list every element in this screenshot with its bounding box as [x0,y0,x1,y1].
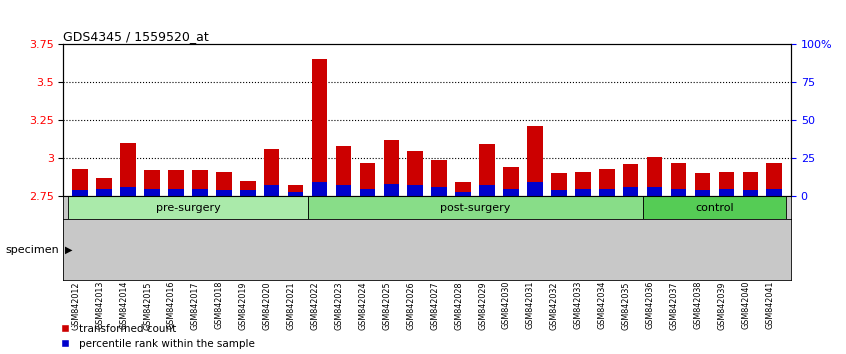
Bar [480,144,495,196]
Bar [96,189,112,196]
Bar [288,185,304,196]
Bar [575,172,591,196]
Bar [192,189,207,196]
Bar [69,196,308,219]
Bar [383,184,399,196]
Text: specimen: specimen [5,245,59,255]
Bar [144,189,160,196]
Bar [599,189,614,196]
Bar [264,185,279,196]
Bar [551,173,567,196]
Bar [455,192,471,196]
Legend: transformed count, percentile rank within the sample: transformed count, percentile rank withi… [60,324,255,349]
Bar [120,187,136,196]
Bar [431,187,447,196]
Bar [695,190,711,196]
Bar [408,185,423,196]
Bar [718,189,734,196]
Bar [623,187,639,196]
Bar [671,163,686,196]
Bar [73,190,88,196]
Bar [288,192,304,196]
Bar [120,143,136,196]
Bar [312,59,327,196]
Bar [308,196,643,219]
Bar [168,189,184,196]
Bar [360,163,375,196]
Bar [503,167,519,196]
Bar [216,172,232,196]
Bar [671,189,686,196]
Bar [240,181,255,196]
Bar [643,196,786,219]
Bar [216,190,232,196]
Bar [312,182,327,196]
Bar [240,190,255,196]
Bar [360,189,375,196]
Bar [408,150,423,196]
Bar [383,140,399,196]
Bar [96,178,112,196]
Bar [647,187,662,196]
Bar [480,185,495,196]
Bar [431,160,447,196]
Bar [743,190,758,196]
Bar [527,126,542,196]
Bar [73,169,88,196]
Bar [144,170,160,196]
Text: control: control [695,203,733,213]
Bar [695,173,711,196]
Bar [599,169,614,196]
Text: pre-surgery: pre-surgery [156,203,220,213]
Text: ▶: ▶ [65,245,73,255]
Bar [647,156,662,196]
Bar [503,189,519,196]
Bar [623,164,639,196]
Bar [336,146,351,196]
Bar [192,170,207,196]
Bar [718,172,734,196]
Bar [575,189,591,196]
Bar [336,185,351,196]
Text: GDS4345 / 1559520_at: GDS4345 / 1559520_at [63,30,209,43]
Bar [766,189,782,196]
Bar [766,163,782,196]
Bar [168,170,184,196]
Bar [551,190,567,196]
Text: post-surgery: post-surgery [440,203,510,213]
Bar [527,182,542,196]
Bar [743,172,758,196]
Bar [264,149,279,196]
Bar [455,182,471,196]
